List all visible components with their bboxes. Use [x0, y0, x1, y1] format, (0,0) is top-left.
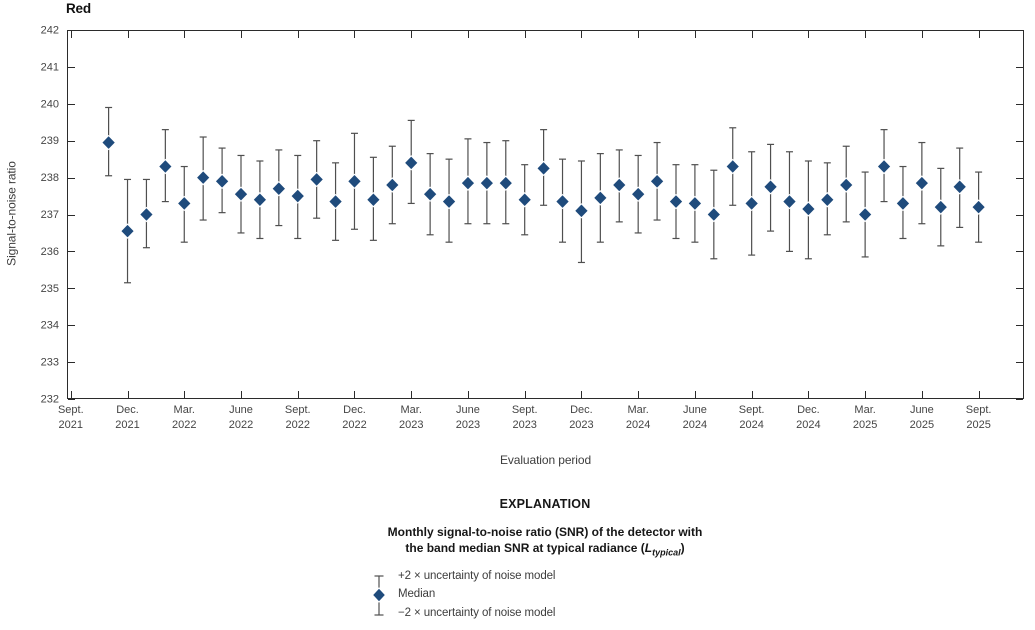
median-diamond: [536, 160, 552, 177]
x-tick-label: Mar. 2025: [853, 404, 877, 431]
x-tick-label: Sept. 2024: [739, 404, 765, 431]
median-diamond: [630, 186, 646, 202]
x-axis-title: Evaluation period: [499, 453, 592, 467]
x-tick-label: Dec. 2022: [342, 404, 366, 431]
median-diamond: [744, 195, 760, 212]
x-tick-label: Dec. 2024: [796, 404, 820, 431]
median-diamond: [876, 158, 892, 175]
median-diamond: [214, 173, 230, 190]
x-tick-label: June 2022: [229, 404, 253, 431]
x-tick-label: June 2024: [683, 404, 707, 431]
x-tick-label: Sept. 2025: [966, 404, 992, 431]
median-diamond: [441, 193, 457, 210]
median-diamond: [933, 199, 949, 215]
y-tick-label: 236: [41, 246, 59, 258]
legend-item-median: Median: [398, 588, 436, 601]
y-tick-label: 234: [41, 320, 59, 332]
y-tick-label: 238: [41, 172, 59, 184]
median-diamond: [952, 179, 968, 195]
plot-box: [67, 30, 1024, 399]
axis-ticks: [68, 30, 1023, 400]
median-diamond: [668, 193, 684, 210]
legend-caption-line1: Monthly signal-to-noise ratio (SNR) of t…: [387, 525, 703, 539]
median-diamond: [687, 195, 703, 212]
median-diamond: [857, 206, 873, 223]
radiance-symbol: L: [644, 541, 653, 555]
y-tick-label: 240: [41, 98, 59, 110]
x-tick-label: Mar. 2024: [626, 404, 650, 431]
caption-text: the band median SNR at typical radiance …: [405, 541, 645, 555]
caption-close: ): [680, 541, 685, 555]
median-diamond: [290, 188, 306, 204]
median-diamond: [422, 186, 438, 202]
legend-caption-line2: the band median SNR at typical radiance …: [65, 540, 1025, 560]
x-tick-label: Dec. 2023: [569, 404, 593, 431]
median-diamond: [971, 199, 987, 215]
median-diamond: [781, 193, 797, 210]
median-diamond: [233, 186, 249, 202]
median-diamond: [914, 175, 930, 191]
median-diamond: [176, 195, 192, 212]
median-diamond: [517, 192, 533, 208]
x-tick-label: June 2025: [910, 404, 934, 431]
radiance-subscript: typical: [652, 547, 681, 557]
median-diamond: [460, 175, 476, 191]
legend-caption: Monthly signal-to-noise ratio (SNR) of t…: [65, 524, 1025, 560]
y-tick-label: 242: [41, 25, 59, 37]
y-tick-label: 237: [41, 209, 59, 221]
median-diamond: [763, 179, 779, 195]
median-diamond: [195, 169, 211, 186]
median-diamond: [384, 177, 400, 193]
x-tick-label: Dec. 2021: [115, 404, 139, 431]
x-tick-label: Sept. 2022: [285, 404, 311, 431]
median-diamond: [895, 195, 911, 212]
median-diamond: [309, 171, 325, 188]
median-diamond: [138, 206, 154, 223]
median-diamond: [611, 177, 627, 193]
legend-item-upper-uncertainty: +2 × uncertainty of noise model: [398, 570, 556, 582]
explanation-heading: EXPLANATION: [499, 497, 591, 511]
median-diamond: [271, 180, 287, 197]
errorbar-legend-symbol: [371, 575, 387, 616]
median-diamond: [120, 223, 136, 239]
legend-item-lower-uncertainty: −2 × uncertainty of noise model: [398, 606, 556, 619]
y-tick-label: 239: [41, 135, 59, 147]
x-tick-label: Sept. 2023: [512, 404, 538, 431]
median-diamond: [649, 173, 665, 190]
radiance-subscript-text: typical: [652, 547, 681, 558]
chart-title: Red: [66, 1, 91, 16]
y-tick-label: 235: [41, 283, 59, 295]
median-diamond: [706, 206, 722, 223]
explanation-section: EXPLANATION Monthly signal-to-noise rati…: [65, 497, 1025, 560]
median-diamond: [592, 190, 608, 206]
median-diamond: [157, 158, 173, 175]
y-tick-label: 232: [41, 394, 59, 406]
median-diamond: [101, 134, 117, 151]
median-diamond: [800, 201, 816, 217]
median-diamond: [498, 175, 514, 191]
snr-errorbar-plot: 232 233 234 235 236 237 238 239 240 241 242 Sept. 20…: [41, 25, 1024, 431]
median-diamond: [365, 192, 381, 208]
median-diamond: [555, 193, 571, 210]
legend: +2 × uncertainty of noise model Median −…: [370, 567, 555, 622]
x-tick-label: Mar. 2022: [172, 404, 196, 431]
median-diamond: [346, 173, 362, 190]
median-diamond: [573, 203, 589, 219]
x-tick-label: Sept. 2021: [58, 404, 84, 431]
median-diamond: [819, 192, 835, 208]
median-diamond: [479, 175, 495, 191]
y-tick-label: 241: [41, 61, 59, 73]
x-tick-label: Mar. 2023: [399, 404, 423, 431]
x-tick-label: June 2023: [456, 404, 480, 431]
legend-labels: +2 × uncertainty of noise model Median −…: [398, 567, 555, 622]
y-tick-label: 233: [41, 357, 59, 369]
median-diamond: [252, 192, 268, 208]
median-diamond: [838, 177, 854, 193]
median-diamond: [725, 158, 741, 175]
median-diamond: [403, 155, 419, 171]
median-diamond: [328, 193, 344, 210]
